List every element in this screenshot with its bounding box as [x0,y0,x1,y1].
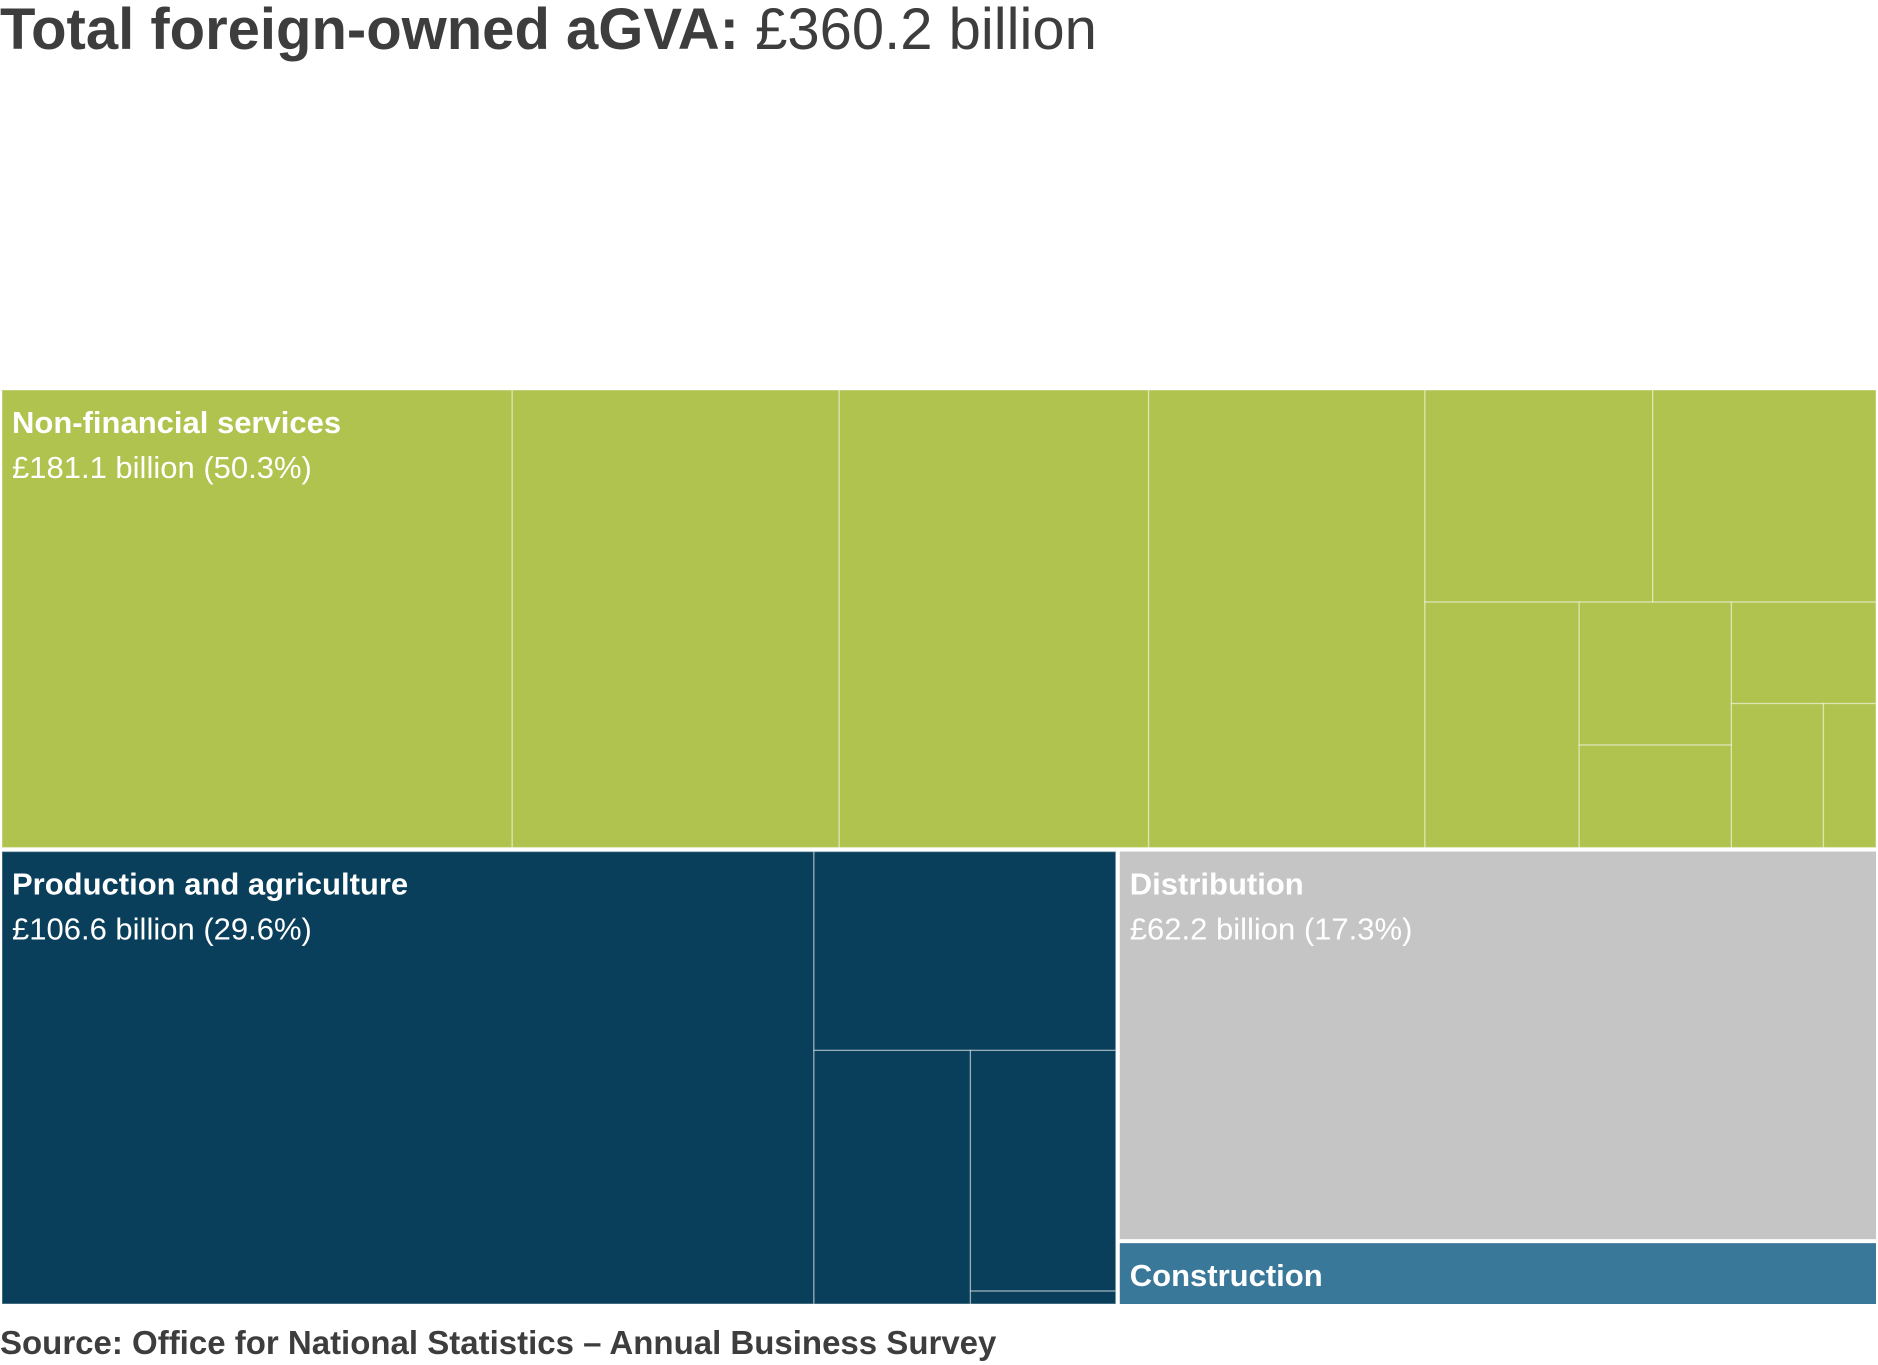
treemap-tile-non-financial-3 [838,389,1150,849]
treemap-tile-non-financial-7 [1424,601,1580,849]
treemap-value-production: £106.6 billion (29.6%) [12,912,312,947]
treemap-group-construction [1119,1243,1876,1304]
treemap-chart: Non-financial services £181.1 billion (50… [0,388,1878,1306]
treemap-label-distribution: Distribution [1130,867,1304,902]
treemap-tile-non-financial-2 [511,389,840,849]
treemap-tile-production-4 [969,1049,1117,1292]
treemap-tile-non-financial-11 [1730,702,1825,849]
treemap-tile-production-2 [813,850,1117,1052]
treemap-group-production [2,851,1116,1304]
treemap-tile-non-financial-6 [1651,389,1877,603]
treemap-label-non-financial: Non-financial services [12,405,341,440]
treemap-svg: Non-financial services £181.1 billion (50… [1,389,1877,1305]
chart-title: Total foreign-owned aGVA: £360.2 billion [0,0,1097,70]
treemap-group-distribution [1119,851,1876,1240]
treemap-tile-production-3 [813,1049,972,1305]
treemap-value-non-financial: £181.1 billion (50.3%) [12,450,312,485]
treemap-tile-non-financial-8 [1578,601,1733,746]
treemap-label-construction: Construction [1130,1258,1323,1293]
chart-title-label: Total foreign-owned aGVA: [0,0,739,62]
treemap-tile-non-financial-9 [1578,744,1733,849]
chart-source: Source: Office for National Statistics –… [0,1324,997,1361]
treemap-label-production: Production and agriculture [12,867,408,902]
treemap-group-non-financial [2,390,1876,848]
treemap-tile-non-financial-1 [1,389,513,849]
treemap-tile-production-5 [969,1290,1117,1305]
treemap-tile-non-financial-10 [1730,601,1877,705]
chart-title-value: £360.2 billion [755,0,1097,62]
treemap-value-distribution: £62.2 billion (17.3%) [1130,912,1413,947]
treemap-tile-production-1 [1,850,815,1305]
treemap-tile-non-financial-12 [1822,702,1877,849]
treemap-tile-non-financial-4 [1147,389,1426,849]
treemap-tile-non-financial-5 [1424,389,1654,603]
